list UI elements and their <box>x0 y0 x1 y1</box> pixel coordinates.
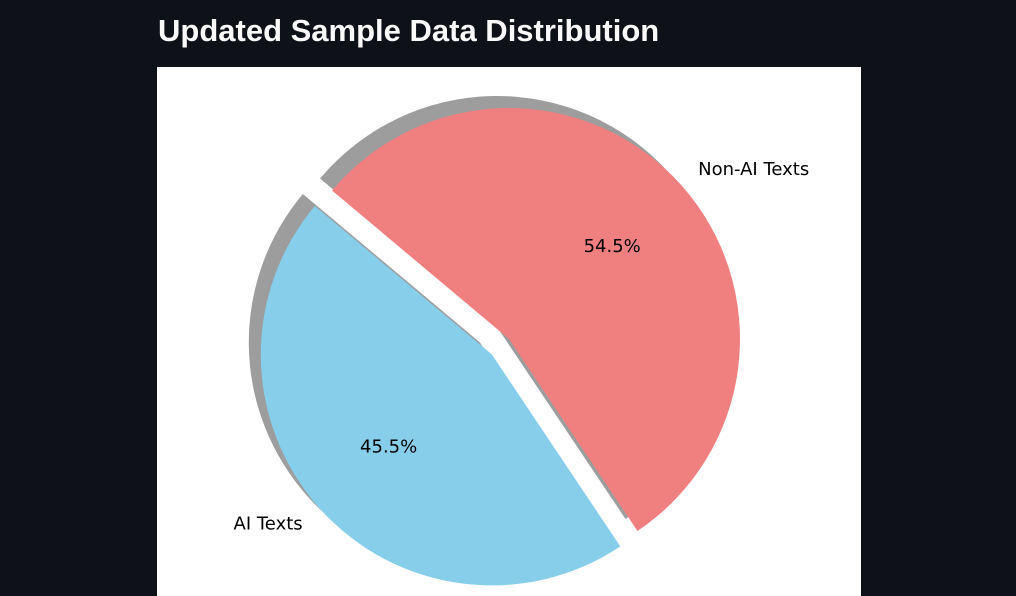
pie-category-label-ai-texts: AI Texts <box>234 514 303 535</box>
pie-percent-label-non-ai-texts: 54.5% <box>584 236 641 257</box>
pie-percent-label-ai-texts: 45.5% <box>360 436 417 457</box>
chart-figure: 45.5% AI Texts 54.5% Non-AI Texts <box>157 67 861 596</box>
pie-slice-non-ai-texts <box>332 107 741 531</box>
pie-slice-ai-texts <box>260 205 621 586</box>
pie-category-label-non-ai-texts: Non-AI Texts <box>698 159 809 180</box>
pie-chart: 45.5% AI Texts 54.5% Non-AI Texts <box>234 95 810 586</box>
pie-label-layer: 45.5% AI Texts 54.5% Non-AI Texts <box>234 159 810 535</box>
pie-wedge-layer <box>260 107 741 586</box>
page-title: Updated Sample Data Distribution <box>158 13 660 48</box>
